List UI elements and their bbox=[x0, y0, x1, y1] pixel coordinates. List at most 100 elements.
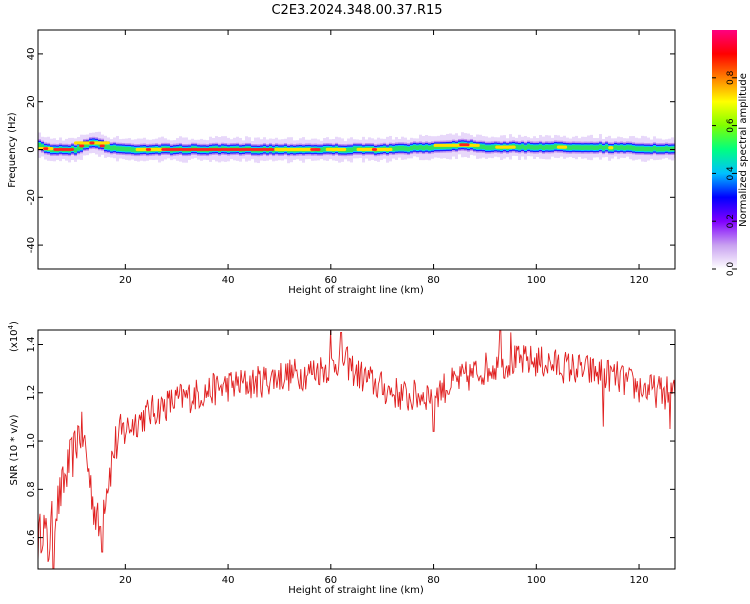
heat-green bbox=[122, 146, 125, 152]
heat-green bbox=[410, 145, 413, 151]
heat-green bbox=[536, 145, 539, 150]
heat-green bbox=[623, 145, 626, 151]
heat-green bbox=[665, 146, 668, 151]
heat-green bbox=[116, 146, 119, 151]
x-tick-label: 120 bbox=[629, 575, 648, 586]
heat-yellow bbox=[556, 145, 568, 149]
colorbar-tick-label: 0.2 bbox=[726, 214, 736, 228]
heat-green bbox=[515, 144, 518, 150]
y-tick-label: 1.0 bbox=[26, 433, 37, 449]
heat-green bbox=[599, 144, 602, 150]
snr-panel: 20 40 60 80 100 120 0.6 0.8 1.0 1.2 1.4 Height of … bbox=[7, 321, 676, 596]
heat-green bbox=[125, 147, 128, 152]
heat-yellow bbox=[274, 147, 316, 152]
heat-green bbox=[545, 145, 548, 150]
y-tick-label: 0 bbox=[26, 146, 37, 152]
heat-green bbox=[662, 146, 665, 152]
heat-green bbox=[641, 146, 644, 151]
heat-green bbox=[131, 147, 134, 152]
y-tick-label: 0.8 bbox=[26, 481, 37, 497]
heat-green bbox=[83, 142, 86, 148]
heat-green bbox=[392, 146, 395, 152]
y-tick-label: 1.2 bbox=[26, 385, 37, 401]
heat-green bbox=[482, 144, 485, 150]
heat-green bbox=[488, 145, 491, 150]
snr-frame bbox=[37, 329, 676, 570]
heat-green bbox=[86, 142, 89, 148]
heat-red bbox=[371, 148, 378, 151]
heat-green bbox=[551, 145, 554, 150]
heat-green bbox=[614, 145, 617, 150]
heat-green bbox=[644, 146, 647, 152]
x-tick-label: 80 bbox=[427, 575, 440, 586]
snr-scale-label: (x104) bbox=[7, 321, 20, 352]
heat-green bbox=[431, 145, 434, 150]
heat-green bbox=[632, 146, 635, 151]
heat-green bbox=[113, 145, 116, 151]
heat-green bbox=[554, 144, 557, 149]
figure-title: C2E3.2024.348.00.37.R15 bbox=[271, 3, 442, 18]
heat-green bbox=[542, 145, 545, 150]
colorbar-gradient bbox=[712, 30, 737, 269]
colorbar: 0.0 0.2 0.4 0.6 0.8 Normalized spectral ampl… bbox=[712, 30, 749, 276]
heat-green bbox=[572, 145, 575, 150]
x-tick-label: 20 bbox=[119, 575, 132, 586]
heat-green bbox=[578, 145, 581, 150]
y-tick-label: 40 bbox=[26, 48, 37, 61]
heat-yellow bbox=[135, 147, 167, 152]
heat-red bbox=[89, 141, 95, 145]
heat-green bbox=[485, 145, 488, 150]
heat-green bbox=[581, 145, 584, 150]
heat-yellow bbox=[495, 145, 516, 149]
heat-green bbox=[605, 144, 608, 150]
x-tick-label: 40 bbox=[222, 575, 235, 586]
colorbar-tick-label: 0.8 bbox=[726, 70, 736, 85]
snr-scale-exponent: 4 bbox=[7, 324, 15, 329]
colorbar-tick-label: 0.6 bbox=[726, 118, 736, 133]
heat-green bbox=[41, 144, 44, 149]
y-tick-label: 0.6 bbox=[26, 530, 37, 546]
heat-green bbox=[323, 146, 326, 152]
heat-green bbox=[539, 144, 542, 150]
heat-green bbox=[629, 145, 632, 150]
colorbar-label: Normalized spectral amplitude bbox=[738, 73, 749, 227]
heat-yellow bbox=[608, 146, 614, 150]
spectrogram-panel: 20 40 60 80 100 120 -40 -20 0 20 40 Height of stra… bbox=[7, 29, 676, 296]
heat-green bbox=[566, 145, 569, 150]
heat-green bbox=[647, 146, 650, 152]
colorbar-tick-label: 0.4 bbox=[726, 166, 736, 181]
spectrogram-xlabel: Height of straight line (km) bbox=[288, 285, 424, 296]
heat-green bbox=[404, 146, 407, 151]
heat-green bbox=[668, 146, 671, 152]
heat-red bbox=[459, 143, 470, 147]
x-tick-label: 60 bbox=[324, 575, 337, 586]
heat-green bbox=[590, 145, 593, 150]
heat-green bbox=[428, 145, 431, 151]
heat-green bbox=[491, 145, 494, 150]
x-tick-label: 20 bbox=[119, 275, 132, 286]
x-tick-label: 40 bbox=[222, 275, 235, 286]
heat-green bbox=[587, 145, 590, 150]
heat-green bbox=[77, 146, 80, 151]
heat-green bbox=[620, 145, 623, 150]
heat-green bbox=[38, 142, 41, 148]
heat-green bbox=[548, 145, 551, 150]
y-tick-label: 20 bbox=[26, 95, 37, 108]
heat-green bbox=[401, 146, 404, 151]
heat-red bbox=[161, 148, 275, 151]
heat-green bbox=[518, 145, 521, 150]
colorbar-tick-label: 0.0 bbox=[726, 262, 736, 277]
x-tick-label: 80 bbox=[427, 275, 440, 286]
snr-scale-suffix: ) bbox=[9, 321, 20, 325]
heat-red bbox=[43, 147, 49, 151]
heat-green bbox=[650, 147, 653, 152]
heat-green bbox=[659, 146, 662, 152]
heat-green bbox=[74, 147, 77, 153]
x-tick-label: 120 bbox=[629, 275, 648, 286]
heat-green bbox=[626, 145, 629, 150]
heat-green bbox=[416, 145, 419, 150]
heat-green bbox=[638, 146, 641, 151]
heat-green bbox=[521, 144, 524, 149]
